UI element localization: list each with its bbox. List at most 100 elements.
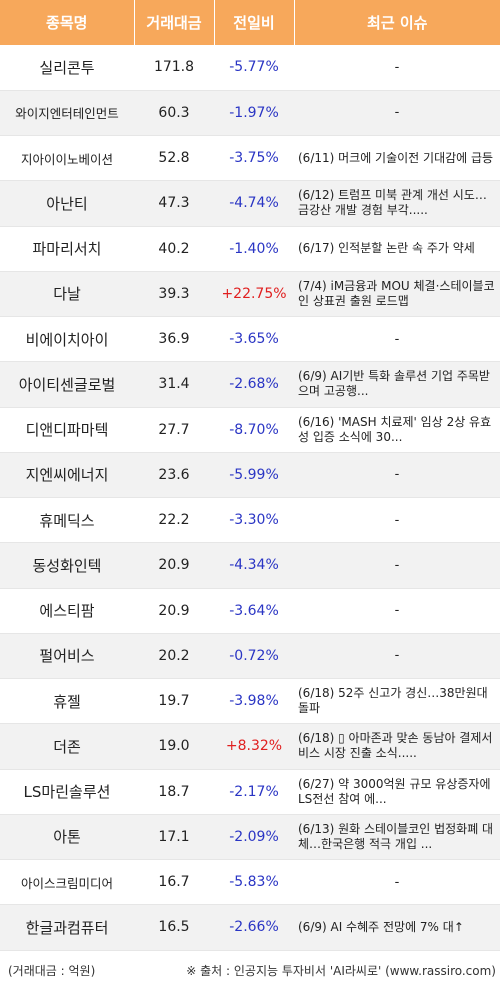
recent-issue-text: (6/9) AI 수혜주 전망에 7% 대↑	[298, 919, 464, 934]
trade-amount: 16.7	[134, 859, 214, 906]
trade-amount: 60.3	[134, 90, 214, 137]
change-rate: -2.09%	[214, 814, 294, 861]
recent-issue[interactable]: (7/4) iM금융과 MOU 체결·스테이블코인 상표권 출원 로드맵	[294, 271, 500, 318]
stock-name[interactable]: 에스티팜	[0, 588, 134, 634]
table-row: 비에이치아이 36.9 -3.65% -	[0, 316, 500, 363]
trade-amount: 39.3	[134, 271, 214, 318]
recent-issue[interactable]: (6/16) 'MASH 치료제' 임상 2상 유효성 입증 소식에 30...	[294, 407, 500, 453]
table-row: 한글과컴퓨터 16.5 -2.66% (6/9) AI 수혜주 전망에 7% 대↑	[0, 904, 500, 951]
table-row: 에스티팜 20.9 -3.64% -	[0, 588, 500, 634]
stock-name[interactable]: 아이스크림미디어	[0, 859, 134, 906]
trade-amount: 40.2	[134, 226, 214, 272]
table-row: 지아이이노베이션 52.8 -3.75% (6/11) 머크에 기술이전 기대감에 급…	[0, 135, 500, 182]
recent-issue-text: (6/16) 'MASH 치료제' 임상 2상 유효성 입증 소식에 30...	[298, 414, 492, 444]
table-body: 실리콘투 171.8 -5.77% - 와이지엔터테인먼트 60.3 -1.97% - 지아이이…	[0, 45, 500, 951]
stock-name[interactable]: 디앤디파마텍	[0, 407, 134, 453]
trade-amount: 19.0	[134, 723, 214, 770]
trade-amount: 52.8	[134, 135, 214, 182]
trade-amount: 20.2	[134, 633, 214, 680]
change-rate: -5.83%	[214, 859, 294, 906]
recent-issue-text: (6/11) 머크에 기술이전 기대감에 급등	[298, 150, 494, 165]
table-row: 지엔씨에너지 23.6 -5.99% -	[0, 452, 500, 499]
table-row: 아톤 17.1 -2.09% (6/13) 원화 스테이블코인 법정화폐 대체…한국은…	[0, 814, 500, 861]
recent-issue-text: -	[394, 648, 400, 664]
stock-name[interactable]: 아톤	[0, 814, 134, 861]
change-rate: -3.64%	[214, 588, 294, 634]
change-rate: -1.40%	[214, 226, 294, 272]
stock-name[interactable]: 휴젤	[0, 678, 134, 725]
table-row: 와이지엔터테인먼트 60.3 -1.97% -	[0, 90, 500, 137]
recent-issue-text: (6/17) 인적분할 논란 속 주가 약세	[298, 241, 475, 256]
table-row: 휴메딕스 22.2 -3.30% -	[0, 497, 500, 544]
stock-name[interactable]: 아이티센글로벌	[0, 361, 134, 408]
recent-issue-text: -	[394, 105, 400, 121]
change-rate: -0.72%	[214, 633, 294, 680]
table-row: 아난티 47.3 -4.74% (6/12) 트럼프 미북 관계 개선 시도…금강산 …	[0, 180, 500, 227]
change-rate: -8.70%	[214, 407, 294, 453]
recent-issue[interactable]: (6/18) 52주 신고가 경신…38만원대 돌파	[294, 678, 500, 725]
trade-amount: 31.4	[134, 361, 214, 408]
stock-table: 종목명 거래대금 전일비 최근 이슈 실리콘투 171.8 -5.77% - 와이지엔터…	[0, 0, 500, 951]
table-row: LS마린솔루션 18.7 -2.17% (6/27) 약 3000억원 규모 유상증자…	[0, 769, 500, 815]
recent-issue: -	[294, 588, 500, 634]
stock-name[interactable]: 휴메딕스	[0, 497, 134, 544]
recent-issue: -	[294, 542, 500, 589]
recent-issue[interactable]: (6/11) 머크에 기술이전 기대감에 급등	[294, 135, 500, 182]
stock-name[interactable]: 펄어비스	[0, 633, 134, 680]
recent-issue[interactable]: (6/9) AI 수혜주 전망에 7% 대↑	[294, 904, 500, 951]
stock-name[interactable]: 파마리서치	[0, 226, 134, 272]
recent-issue[interactable]: (6/13) 원화 스테이블코인 법정화폐 대체…한국은행 적극 개입 ...	[294, 814, 500, 861]
stock-name[interactable]: 한글과컴퓨터	[0, 904, 134, 951]
recent-issue: -	[294, 859, 500, 906]
recent-issue-text: -	[394, 603, 400, 619]
recent-issue[interactable]: (6/17) 인적분할 논란 속 주가 약세	[294, 226, 500, 272]
recent-issue-text: -	[394, 331, 400, 347]
stock-name[interactable]: 지엔씨에너지	[0, 452, 134, 499]
header-change: 전일비	[213, 0, 294, 45]
recent-issue: -	[294, 316, 500, 363]
recent-issue: -	[294, 45, 500, 91]
trade-amount: 171.8	[134, 45, 214, 91]
stock-name[interactable]: 다날	[0, 271, 134, 318]
header-recent-issue: 최근 이슈	[293, 0, 500, 45]
stock-name[interactable]: 더존	[0, 723, 134, 770]
recent-issue[interactable]: (6/12) 트럼프 미북 관계 개선 시도…금강산 개발 경험 부각.....	[294, 180, 500, 227]
trade-amount: 20.9	[134, 542, 214, 589]
recent-issue-text: -	[394, 512, 400, 528]
stock-name[interactable]: 아난티	[0, 180, 134, 227]
recent-issue-text: (6/12) 트럼프 미북 관계 개선 시도…금강산 개발 경험 부각.....	[298, 188, 487, 218]
trade-amount: 18.7	[134, 769, 214, 815]
change-rate: -3.75%	[214, 135, 294, 182]
recent-issue: -	[294, 452, 500, 499]
recent-issue[interactable]: (6/18) ▯ 아마존과 맞손 동남아 결제서비스 시장 진출 소식.....	[294, 723, 500, 770]
trade-amount: 36.9	[134, 316, 214, 363]
trade-amount: 23.6	[134, 452, 214, 499]
stock-name[interactable]: 동성화인텍	[0, 542, 134, 589]
change-rate: -5.99%	[214, 452, 294, 499]
recent-issue-text: (6/18) 52주 신고가 경신…38만원대 돌파	[298, 686, 488, 716]
recent-issue-text: -	[394, 874, 400, 890]
stock-name[interactable]: 실리콘투	[0, 45, 134, 91]
change-rate: -3.98%	[214, 678, 294, 725]
change-rate: -2.17%	[214, 769, 294, 815]
change-rate: -1.97%	[214, 90, 294, 137]
recent-issue: -	[294, 497, 500, 544]
recent-issue: -	[294, 633, 500, 680]
trade-amount: 20.9	[134, 588, 214, 634]
source-note: ※ 출처 : 인공지능 투자비서 'AI라씨로' (www.rassiro.co…	[186, 964, 496, 978]
recent-issue-text: (6/18) ▯ 아마존과 맞손 동남아 결제서비스 시장 진출 소식.....	[298, 731, 493, 761]
stock-name[interactable]: 와이지엔터테인먼트	[0, 90, 134, 137]
trade-amount: 27.7	[134, 407, 214, 453]
change-rate: -4.74%	[214, 180, 294, 227]
table-footer: (거래대금 : 억원) ※ 출처 : 인공지능 투자비서 'AI라씨로' (ww…	[0, 951, 500, 990]
table-row: 아이스크림미디어 16.7 -5.83% -	[0, 859, 500, 906]
recent-issue[interactable]: (6/27) 약 3000억원 규모 유상증자에 LS전선 참여 에...	[294, 769, 500, 815]
recent-issue[interactable]: (6/9) AI기반 특화 솔루션 기업 주목받으며 고공행...	[294, 361, 500, 408]
table-row: 파마리서치 40.2 -1.40% (6/17) 인적분할 논란 속 주가 약세	[0, 226, 500, 272]
stock-name[interactable]: 비에이치아이	[0, 316, 134, 363]
stock-name[interactable]: 지아이이노베이션	[0, 135, 134, 182]
recent-issue-text: (7/4) iM금융과 MOU 체결·스테이블코인 상표권 출원 로드맵	[298, 278, 495, 308]
stock-name[interactable]: LS마린솔루션	[0, 769, 134, 815]
change-rate: -2.66%	[214, 904, 294, 951]
